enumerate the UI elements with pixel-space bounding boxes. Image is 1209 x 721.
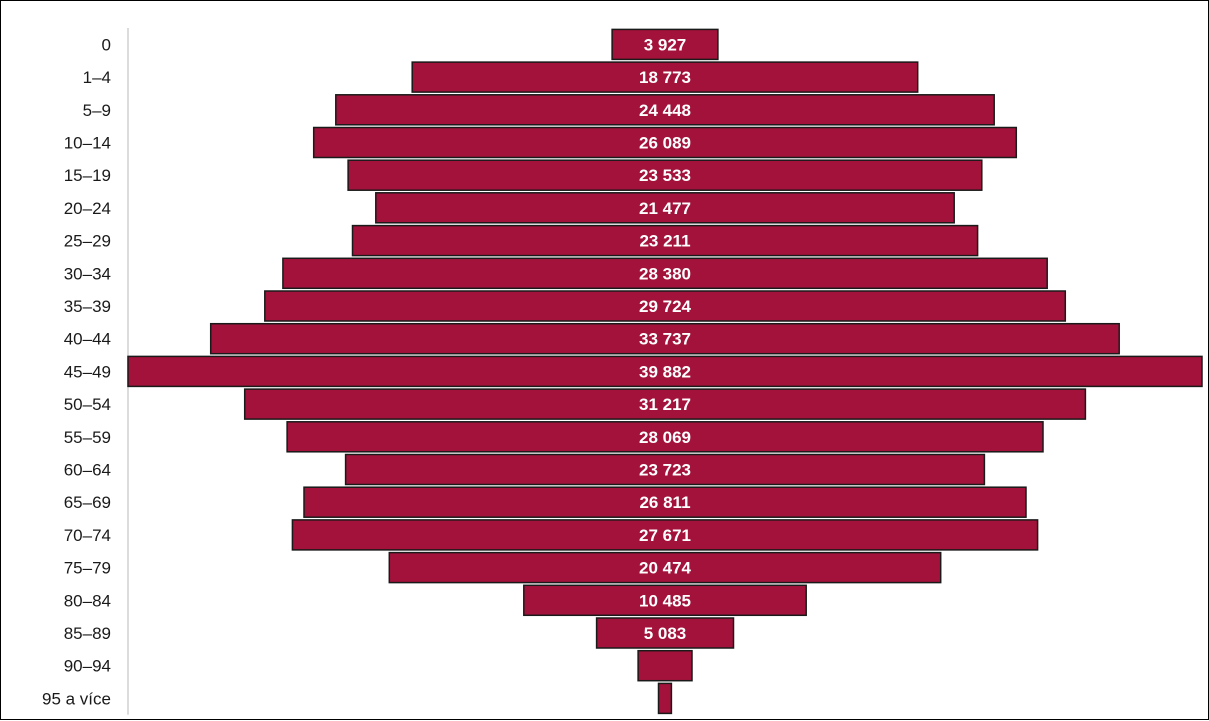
bar-7	[282, 257, 1048, 290]
bar-1	[411, 61, 919, 93]
bars-layer	[127, 28, 1203, 715]
bar-13	[344, 453, 986, 486]
bar-17	[523, 584, 807, 617]
category-label: 25–29	[64, 232, 111, 251]
bar-6	[351, 224, 979, 257]
bar-4	[347, 159, 983, 191]
value-label: 28 380	[639, 264, 691, 283]
value-label: 23 211	[639, 232, 690, 251]
value-label: 23 723	[639, 461, 691, 480]
bar-9	[209, 322, 1120, 355]
category-label: 70–74	[64, 526, 111, 545]
bar-20	[657, 682, 673, 715]
bar-5	[375, 192, 955, 224]
bar-8	[264, 290, 1067, 322]
value-label: 21 477	[639, 199, 691, 218]
category-label: 60–64	[64, 461, 111, 480]
value-label: 31 217	[639, 395, 691, 414]
value-label: 23 533	[639, 166, 691, 185]
bar-15	[291, 519, 1039, 551]
bar-12	[286, 421, 1044, 453]
value-label: 24 448	[639, 101, 691, 120]
category-label: 20–24	[64, 199, 111, 218]
category-label: 80–84	[64, 591, 111, 610]
value-label: 3 927	[644, 35, 687, 54]
category-label: 10–14	[64, 134, 111, 153]
bar-0	[611, 28, 719, 61]
category-label: 95 a více	[42, 689, 111, 708]
bar-14	[303, 486, 1027, 518]
category-label: 40–44	[64, 330, 111, 349]
category-label: 35–39	[64, 297, 111, 316]
bar-11	[243, 388, 1087, 420]
category-label: 75–79	[64, 559, 111, 578]
value-label: 20 474	[639, 559, 692, 578]
value-label: 26 811	[639, 493, 690, 512]
category-label: 90–94	[64, 657, 111, 676]
value-label: 18 773	[639, 68, 691, 87]
category-label: 65–69	[64, 493, 111, 512]
category-label: 15–19	[64, 166, 111, 185]
value-label: 27 671	[639, 526, 691, 545]
bar-16	[388, 551, 942, 584]
category-label: 55–59	[64, 428, 111, 447]
value-label: 39 882	[639, 362, 691, 381]
bar-18	[595, 617, 735, 649]
value-label: 26 089	[639, 134, 691, 153]
bar-10	[127, 355, 1203, 388]
category-labels: 0 1–4 5–9 10–14 15–19 20–24 25–29 30–34 35–39 40–…	[42, 35, 111, 708]
value-label: 10 485	[639, 591, 691, 610]
value-label: 5 083	[644, 624, 687, 643]
value-label: 29 724	[639, 297, 692, 316]
category-label: 30–34	[64, 264, 111, 283]
bar-2	[335, 94, 995, 126]
category-label: 50–54	[64, 395, 111, 414]
category-label: 5–9	[83, 101, 111, 120]
category-label: 85–89	[64, 624, 111, 643]
value-labels: 3 927 18 773 24 448 26 089 23 533 21 477 23 21…	[639, 35, 692, 643]
value-label: 28 069	[639, 428, 691, 447]
value-label: 33 737	[639, 330, 691, 349]
category-label: 0	[102, 35, 111, 54]
category-label: 1–4	[83, 68, 111, 87]
bar-19	[637, 649, 693, 682]
category-label: 45–49	[64, 362, 111, 381]
bar-3	[312, 126, 1018, 159]
